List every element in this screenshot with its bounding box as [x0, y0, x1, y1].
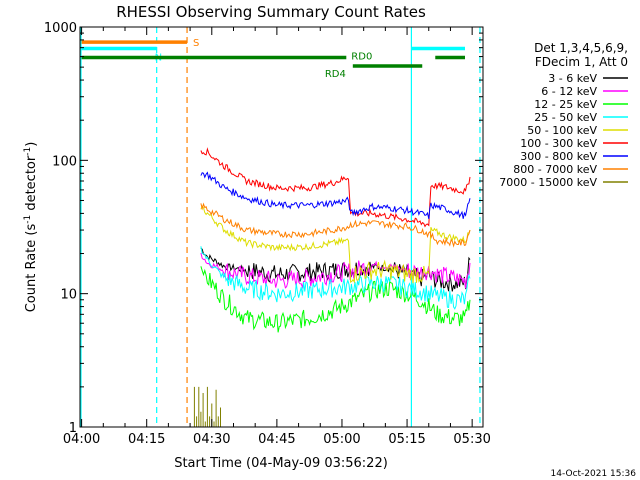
y-tick-label: 10 [60, 288, 77, 303]
x-axis-label: Start Time (04-May-09 03:56:22) [174, 456, 388, 471]
plot-frame [79, 26, 484, 428]
legend-label: 6 - 12 keV [541, 85, 597, 98]
legend-title-line1: Det 1,3,4,5,6,9, [534, 41, 628, 55]
flag-bar-label: RD4 [325, 69, 346, 80]
legend-label: 100 - 300 keV [520, 137, 597, 150]
flag-bar-label: S [193, 38, 199, 49]
series-line [200, 266, 471, 333]
legend-label: 12 - 25 keV [534, 98, 597, 111]
chart-title: RHESSI Observing Summary Count Rates [116, 3, 426, 21]
axes: 04:00 04:15 04:30 04:45 05:00 05:15 05:30 1 10 10… [44, 21, 491, 447]
x-tick-label: 04:30 [193, 432, 230, 447]
vertical-lines [80, 27, 481, 427]
y-tick-label: 1 [69, 421, 77, 436]
legend-label: 25 - 50 keV [534, 111, 597, 124]
legend-label: 3 - 6 keV [548, 72, 597, 85]
legend-label: 300 - 800 keV [520, 150, 597, 163]
y-label-sup1: -1 [23, 215, 33, 224]
footer-timestamp: 14-Oct-2021 15:36 [551, 469, 637, 479]
y-axis-label: Count Rate (s-1 detector-1) [23, 142, 39, 313]
x-tick-label: 04:00 [63, 432, 100, 447]
legend: Det 1,3,4,5,6,9, FDecim 1, Att 0 3 - 6 k… [499, 41, 628, 189]
series-line [200, 202, 471, 248]
series-line [200, 171, 471, 220]
series-line [200, 246, 471, 310]
series-line [193, 386, 221, 427]
y-label-part3: ) [24, 142, 39, 147]
series-line [200, 147, 471, 228]
y-label-part2: detector [24, 155, 39, 215]
legend-label: 7000 - 15000 keV [499, 176, 597, 189]
flag-bars: SNRD0RD4 [81, 38, 465, 80]
x-tick-label: 04:15 [128, 432, 165, 447]
y-label-part1: Count Rate (s [24, 224, 39, 313]
series-line [200, 205, 471, 284]
x-tick-label: 05:15 [388, 432, 425, 447]
legend-label: 50 - 100 keV [527, 124, 597, 137]
y-tick-label: 100 [52, 154, 77, 169]
series-line [200, 252, 471, 290]
legend-title-line2: FDecim 1, Att 0 [535, 55, 628, 69]
y-tick-label: 1000 [44, 21, 77, 36]
flag-bar-label: RD0 [351, 52, 372, 63]
x-tick-label: 04:45 [258, 432, 295, 447]
x-tick-label: 05:30 [453, 432, 490, 447]
series-lines [193, 147, 471, 427]
legend-label: 800 - 7000 keV [513, 163, 597, 176]
y-label-sup2: -1 [23, 147, 33, 156]
x-tick-label: 05:00 [323, 432, 360, 447]
